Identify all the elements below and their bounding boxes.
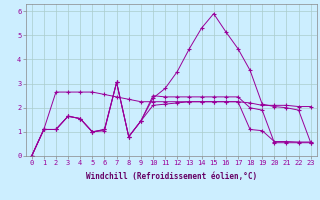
- X-axis label: Windchill (Refroidissement éolien,°C): Windchill (Refroidissement éolien,°C): [86, 172, 257, 181]
